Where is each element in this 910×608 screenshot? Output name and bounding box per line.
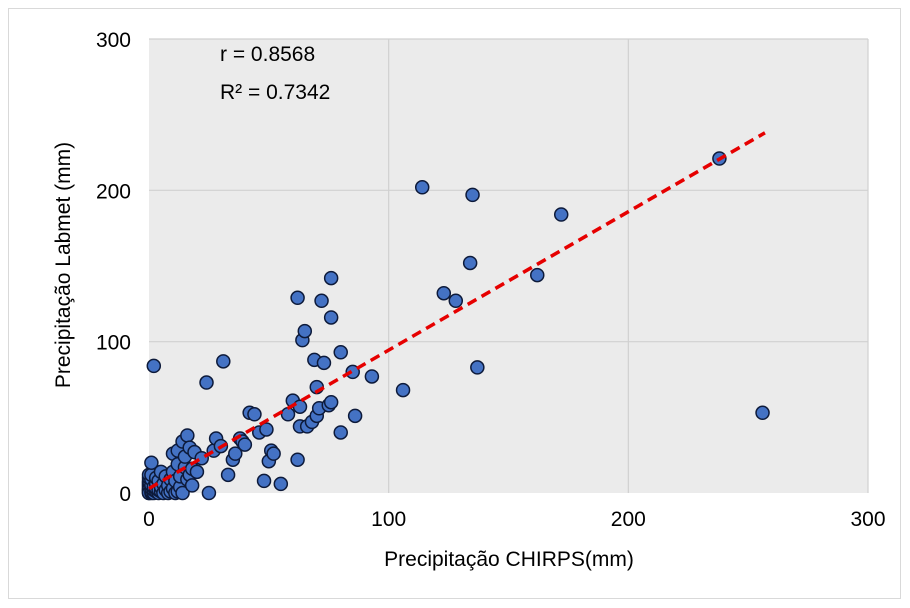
data-point xyxy=(259,422,274,437)
data-point xyxy=(314,293,329,309)
data-point xyxy=(280,407,296,422)
data-point xyxy=(189,464,205,480)
data-point xyxy=(755,405,770,421)
data-point xyxy=(220,467,236,483)
trendline xyxy=(148,131,766,490)
data-point xyxy=(184,478,200,493)
x-tick-label: 100 xyxy=(371,508,406,531)
data-point xyxy=(364,369,380,384)
data-point xyxy=(266,446,281,461)
data-point xyxy=(237,437,253,452)
data-point xyxy=(347,408,363,424)
r2-annotation: R² = 0.7342 xyxy=(220,81,330,104)
tick-labels: 0 100 200 300 0 100 200 300 xyxy=(96,29,886,531)
data-point xyxy=(316,355,332,371)
data-point xyxy=(228,446,243,461)
data-point xyxy=(290,290,305,306)
data-point xyxy=(297,323,313,339)
y-tick-label: 100 xyxy=(96,332,131,355)
data-point xyxy=(256,473,272,489)
r-annotation: r = 0.8568 xyxy=(220,43,315,66)
data-point xyxy=(395,382,411,398)
data-point xyxy=(414,180,430,195)
data-point xyxy=(323,394,339,410)
data-point xyxy=(199,375,214,390)
y-axis-title: Precipitação Labmet (mm) xyxy=(52,142,75,388)
data-point xyxy=(323,310,339,325)
data-point xyxy=(201,485,217,501)
y-tick-label: 200 xyxy=(96,180,131,203)
data-point xyxy=(448,293,464,309)
gridlines xyxy=(149,38,869,493)
data-point xyxy=(247,407,262,422)
x-tick-label: 200 xyxy=(611,508,646,531)
data-point xyxy=(290,452,305,467)
data-point xyxy=(180,428,195,443)
data-point xyxy=(273,476,289,492)
y-tick-label: 0 xyxy=(119,483,131,506)
plot-area xyxy=(149,39,868,493)
data-point xyxy=(216,354,231,369)
x-tick-label: 0 xyxy=(143,508,155,531)
data-point xyxy=(470,360,485,375)
data-points xyxy=(141,151,770,501)
data-point xyxy=(175,485,190,501)
data-point xyxy=(462,255,478,271)
data-point xyxy=(345,364,360,380)
y-tick-label: 300 xyxy=(96,29,131,52)
data-point xyxy=(144,455,159,470)
data-point xyxy=(333,345,348,360)
data-point xyxy=(146,358,162,374)
data-point xyxy=(553,207,569,222)
x-tick-label: 300 xyxy=(850,508,885,531)
data-point xyxy=(530,267,545,283)
data-point xyxy=(436,285,452,301)
x-axis-title: Precipitação CHIRPS(mm) xyxy=(384,548,634,571)
data-point xyxy=(333,425,348,440)
data-point xyxy=(323,270,339,286)
data-point xyxy=(465,187,480,203)
